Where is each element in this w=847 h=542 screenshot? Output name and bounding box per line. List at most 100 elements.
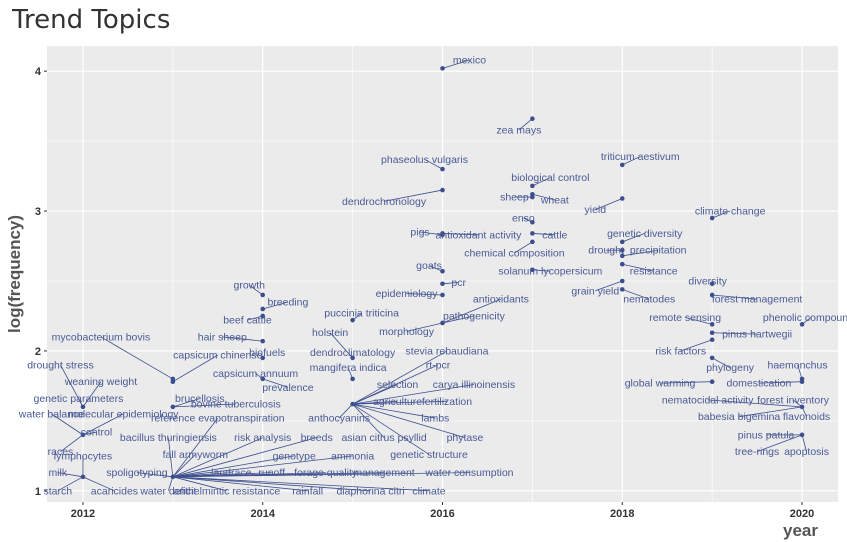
data-point: [620, 163, 625, 168]
data-label: goats: [416, 260, 442, 272]
data-label: water consumption: [424, 467, 513, 479]
data-label: pinus patula: [738, 429, 795, 441]
data-point: [710, 330, 715, 335]
data-point: [440, 66, 445, 71]
data-point: [800, 433, 805, 438]
data-point: [620, 196, 625, 201]
data-label: flavonoids: [783, 411, 830, 423]
data-label: mexico: [453, 54, 486, 66]
data-label: tree-rings: [735, 446, 779, 458]
y-tick-label: 4: [35, 66, 42, 78]
data-label: genetic diversity: [607, 228, 683, 240]
data-point: [530, 116, 535, 121]
data-label: remote sensing: [649, 312, 721, 324]
data-label: apoptosis: [784, 446, 829, 458]
x-axis-title: year: [783, 521, 818, 540]
data-point: [620, 279, 625, 284]
data-label: domestication: [727, 378, 792, 390]
data-label: pathogenicity: [443, 310, 506, 322]
data-label: genetic parameters: [34, 393, 124, 405]
data-label: phenolic compounds: [763, 312, 847, 324]
x-tick-label: 2012: [71, 508, 95, 520]
data-label: drought stress: [27, 359, 94, 371]
data-label: hair sheep: [198, 331, 247, 343]
chart-title: Trend Topics: [11, 5, 170, 35]
data-point: [350, 402, 355, 407]
data-label: cattle: [542, 229, 567, 241]
data-label: antioxidants: [473, 294, 529, 306]
data-point: [260, 293, 265, 298]
data-label: control: [81, 427, 113, 439]
data-label: anthelmintic resistance: [173, 485, 280, 497]
data-point: [530, 184, 535, 189]
data-label: pinus hartwegii: [722, 329, 792, 341]
x-tick-label: 2018: [610, 508, 634, 520]
data-label: epidemiology: [376, 288, 439, 300]
data-label: puccinia triticina: [324, 308, 399, 320]
data-point: [620, 240, 625, 245]
data-label: beef cattle: [223, 315, 272, 327]
data-label: dendrochronology: [342, 196, 427, 208]
data-label: grain yield: [571, 285, 619, 297]
data-label: runoff: [258, 467, 285, 479]
y-tick-label: 3: [35, 206, 41, 218]
data-label: nematodes: [623, 294, 675, 306]
data-label: pcr: [451, 277, 466, 289]
data-label: milk: [48, 467, 67, 479]
data-label: capsicum annuum: [213, 368, 298, 380]
data-point: [440, 293, 445, 298]
data-label: genotype: [273, 450, 316, 462]
data-point: [800, 379, 805, 384]
data-label: capsicum chinense: [173, 350, 262, 362]
data-point: [171, 475, 176, 480]
data-label: forest management: [712, 294, 803, 306]
data-label: risk analysis: [234, 432, 291, 444]
data-label: yield: [585, 204, 607, 216]
data-label: ammonia: [331, 450, 374, 462]
data-label: mangifera indica: [310, 362, 387, 374]
data-label: prevalence: [262, 382, 314, 394]
data-label: asian citrus psyllid: [341, 432, 426, 444]
data-point: [81, 475, 86, 480]
data-label: reference evapotranspiration: [151, 413, 285, 425]
data-label: climate change: [695, 206, 766, 218]
data-point: [260, 307, 265, 312]
data-label: enso: [512, 213, 535, 225]
data-label: weaning weight: [64, 376, 137, 388]
data-label: holstein: [312, 327, 348, 339]
y-tick-label: 1: [35, 486, 41, 498]
data-label: diaphorina citri: [336, 485, 404, 497]
data-point: [530, 240, 535, 245]
data-label: climate: [412, 485, 445, 497]
y-axis-title: log(frequency): [5, 215, 24, 333]
data-label: genetic structure: [390, 449, 468, 461]
data-label: zea mays: [496, 124, 541, 136]
data-label: resistance: [630, 266, 678, 278]
data-label: morphology: [379, 326, 435, 338]
data-label: nematocidal activity: [662, 394, 754, 406]
data-label: bovine tuberculosis: [191, 399, 281, 411]
data-label: agriculture: [373, 396, 422, 408]
data-label: rainfall: [292, 485, 323, 497]
data-label: chemical composition: [464, 248, 565, 260]
data-label: rt-pcr: [426, 359, 451, 371]
data-point: [530, 231, 535, 236]
data-point: [440, 167, 445, 172]
data-label: antioxidant activity: [436, 229, 523, 241]
data-label: babesia bigemina: [698, 411, 780, 423]
data-label: spoligotyping: [106, 467, 167, 479]
data-point: [171, 379, 176, 384]
data-label: selection: [377, 379, 419, 391]
data-label: dendroclimatology: [310, 347, 396, 359]
x-tick-label: 2016: [430, 508, 454, 520]
data-point: [620, 287, 625, 292]
data-label: precipitation: [630, 245, 687, 257]
data-point: [710, 356, 715, 361]
data-label: lymphocytes: [54, 450, 112, 462]
data-point: [710, 379, 715, 384]
x-tick-label: 2014: [250, 508, 275, 520]
data-label: diversity: [688, 275, 727, 287]
data-label: acaricides: [91, 485, 138, 497]
data-label: breeding: [267, 296, 308, 308]
data-label: triticum aestivum: [601, 151, 680, 163]
